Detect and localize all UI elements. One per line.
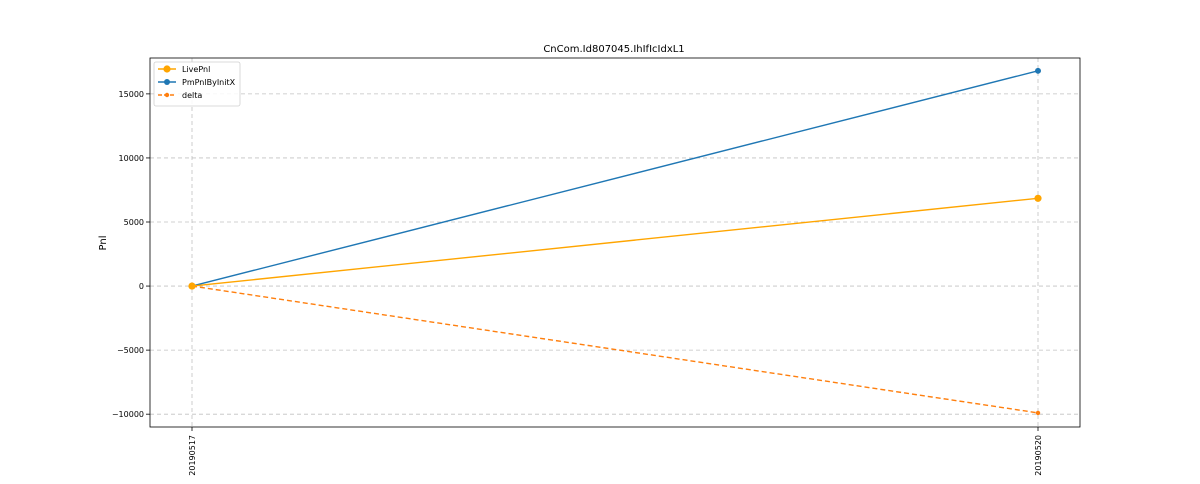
legend-item-LivePnl: LivePnl [158,65,210,74]
legend: LivePnl PmPnlByInitX delta [153,61,241,107]
legend-item-PmPnlByInitX: PmPnlByInitX [158,78,236,87]
y-tick-label: −5000 [117,346,144,355]
y-tick-label: −10000 [112,410,144,419]
series-line-LivePnl [191,197,1039,287]
y-axis-label: Pnl [98,236,109,251]
legend-box [153,61,241,107]
legend-label: LivePnl [182,65,210,74]
y-tick-label: 15000 [119,90,144,99]
data-point-PmPnlByInitX [1035,67,1041,74]
legend-marker-swatch [163,65,171,73]
x-tick-label: 20190517 [188,435,197,476]
data-point-delta [1035,410,1041,416]
legend-marker-swatch [164,92,170,98]
chart-title: CnCom.Id807045.IhIfIcIdxL1 [543,44,684,55]
legend-label: PmPnlByInitX [182,78,236,87]
x-tick-label: 20190520 [1034,435,1043,476]
legend-item-delta: delta [158,91,202,100]
legend-marker-swatch [164,79,170,85]
legend-label: delta [182,91,202,100]
series-line-delta [191,285,1039,414]
plot-area-frame [149,57,1081,428]
data-point-LivePnl [188,282,196,290]
y-tick-label: 10000 [119,154,144,163]
series-PmPnlByInitX [189,67,1041,290]
series-line-PmPnlByInitX [191,70,1039,287]
series-delta [189,283,1041,416]
data-point-LivePnl [1034,194,1042,202]
axis-ticks: −10000 −5000 0 5000 10000 15000 20190517 201905… [112,90,1043,476]
y-tick-label: 0 [139,282,144,291]
y-tick-label: 5000 [124,218,144,227]
series-layer [188,67,1042,416]
series-LivePnl [188,194,1042,290]
